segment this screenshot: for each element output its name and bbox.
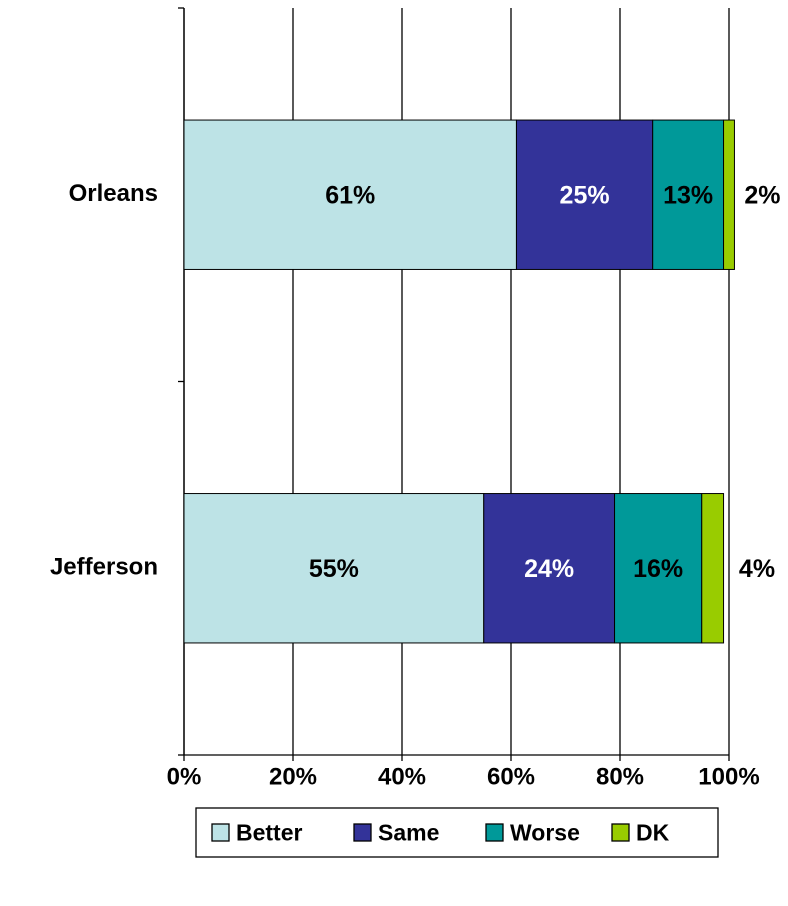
legend-swatch <box>211 823 230 842</box>
legend-label: Better <box>236 820 303 846</box>
bar-segment <box>701 493 725 644</box>
value-label: 55% <box>309 555 359 583</box>
bar-segment <box>614 493 703 644</box>
value-label: 2% <box>744 181 780 209</box>
legend-label: Same <box>378 820 439 846</box>
y-tick-label: Orleans <box>69 180 158 207</box>
y-tick-label: Jefferson <box>50 554 158 581</box>
bar-segment <box>515 119 654 270</box>
value-label: 24% <box>524 555 574 583</box>
value-label: 25% <box>560 181 610 209</box>
value-label: 13% <box>663 181 713 209</box>
bar-segment <box>652 119 725 270</box>
legend-box <box>195 807 719 858</box>
legend-swatch <box>353 823 372 842</box>
bar-segment <box>183 119 517 270</box>
legend-swatch <box>485 823 504 842</box>
bar-segment <box>183 493 485 644</box>
x-tick-label: 40% <box>378 763 426 790</box>
legend-swatch <box>611 823 630 842</box>
value-label: 61% <box>325 181 375 209</box>
x-tick-label: 0% <box>167 763 202 790</box>
value-label: 16% <box>633 555 683 583</box>
legend-label: Worse <box>510 820 580 846</box>
x-tick-label: 20% <box>269 763 317 790</box>
legend-label: DK <box>636 820 670 846</box>
bar-segment <box>723 119 735 270</box>
x-tick-label: 80% <box>596 763 644 790</box>
x-tick-label: 100% <box>698 763 759 790</box>
value-label: 4% <box>739 555 775 583</box>
x-tick-label: 60% <box>487 763 535 790</box>
